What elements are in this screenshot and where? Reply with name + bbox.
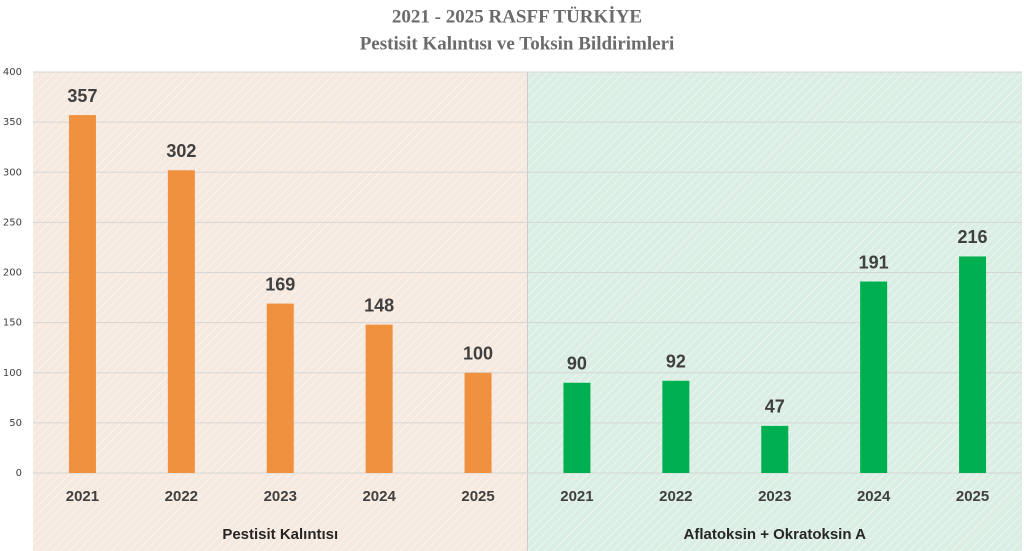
bar (266, 303, 294, 473)
x-tick-label: 2021 (66, 488, 99, 505)
y-tick-label: 250 (3, 217, 22, 228)
y-tick-label: 400 (3, 67, 22, 78)
bar (662, 380, 690, 473)
bar (860, 281, 888, 473)
value-label: 100 (463, 344, 493, 364)
bar (563, 382, 591, 473)
x-tick-label: 2022 (165, 488, 198, 505)
bar (464, 372, 492, 473)
value-label: 191 (859, 252, 889, 272)
value-label: 216 (958, 227, 988, 247)
bar (68, 115, 96, 474)
y-tick-label: 300 (3, 167, 22, 178)
y-tick-label: 100 (3, 368, 22, 379)
chart-subtitle: Pestisit Kalıntısı ve Toksin Bildirimler… (360, 33, 675, 54)
hatch (527, 72, 1022, 551)
bar (167, 170, 195, 473)
x-tick-label: 2024 (362, 488, 396, 505)
x-tick-label: 2021 (560, 488, 593, 505)
value-label: 92 (666, 352, 686, 372)
bar (959, 256, 987, 473)
bar (365, 324, 393, 473)
x-tick-label: 2025 (461, 488, 494, 505)
value-label: 302 (166, 141, 196, 161)
chart-title: 2021 - 2025 RASFF TÜRKİYE (392, 6, 642, 27)
group-label: Aflatoksin + Okratoksin A (684, 526, 867, 543)
value-label: 357 (67, 86, 97, 106)
y-tick-label: 150 (3, 318, 22, 329)
x-tick-label: 2023 (758, 488, 791, 505)
group-label: Pestisit Kalıntısı (222, 526, 338, 543)
y-tick-label: 50 (9, 418, 22, 429)
x-tick-label: 2022 (659, 488, 692, 505)
value-label: 148 (364, 295, 394, 315)
x-tick-label: 2023 (264, 488, 297, 505)
value-label: 47 (765, 397, 785, 417)
x-tick-label: 2025 (956, 488, 989, 505)
y-tick-label: 0 (16, 468, 22, 479)
y-tick-label: 200 (3, 268, 22, 279)
value-label: 169 (265, 274, 295, 294)
value-label: 90 (567, 354, 587, 374)
x-tick-label: 2024 (857, 488, 891, 505)
y-tick-label: 350 (3, 117, 22, 128)
bar (761, 425, 789, 473)
